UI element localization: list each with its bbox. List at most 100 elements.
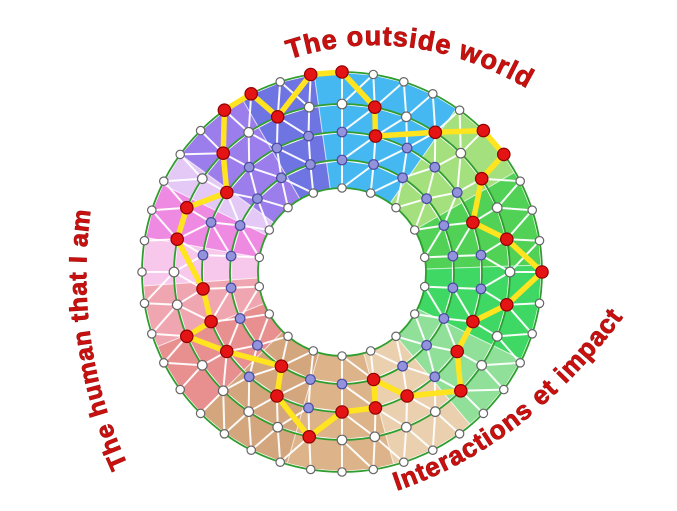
graph-node bbox=[534, 235, 545, 246]
graph-node bbox=[478, 408, 489, 419]
graph-node bbox=[195, 408, 206, 419]
graph-node bbox=[527, 205, 537, 215]
highlight-node bbox=[244, 87, 258, 101]
graph-node bbox=[368, 464, 379, 475]
graph-node bbox=[368, 69, 379, 80]
graph-node bbox=[369, 431, 381, 443]
graph-node bbox=[196, 173, 208, 185]
graph-node bbox=[427, 445, 438, 455]
highlight-node bbox=[274, 359, 289, 373]
highlight-node bbox=[367, 100, 382, 114]
graph-node bbox=[475, 249, 487, 261]
graph-node bbox=[217, 385, 229, 397]
highlight-node bbox=[466, 314, 480, 329]
graph-node bbox=[303, 130, 314, 142]
graph-node bbox=[409, 309, 420, 319]
highlight-node bbox=[180, 200, 194, 215]
graph-node bbox=[175, 384, 185, 395]
graph-node bbox=[225, 282, 237, 294]
graph-node bbox=[504, 266, 516, 278]
graph-node bbox=[401, 142, 413, 154]
graph-node bbox=[447, 250, 459, 262]
highlight-node bbox=[428, 125, 443, 140]
graph-node bbox=[515, 176, 525, 186]
graph-node bbox=[195, 125, 206, 136]
graph-node bbox=[400, 111, 412, 123]
graph-node bbox=[205, 216, 217, 228]
highlight-node bbox=[366, 372, 381, 387]
highlight-node bbox=[476, 123, 491, 138]
graph-node bbox=[251, 193, 263, 205]
graph-node bbox=[498, 384, 509, 395]
graph-node bbox=[243, 161, 255, 173]
graph-node bbox=[491, 330, 503, 342]
graph-node bbox=[271, 142, 283, 154]
highlight-node bbox=[220, 344, 234, 359]
graph-node bbox=[234, 220, 246, 231]
graph-node bbox=[225, 250, 237, 262]
highlight-node bbox=[499, 232, 514, 246]
graph-node bbox=[391, 202, 401, 213]
graph-node bbox=[451, 187, 463, 198]
highlight-node bbox=[204, 314, 218, 329]
graph-node bbox=[254, 281, 265, 292]
graph-node bbox=[336, 98, 348, 110]
graph-node bbox=[243, 126, 255, 138]
graph-node bbox=[139, 235, 150, 246]
highlight-node bbox=[302, 429, 316, 444]
graph-node bbox=[409, 225, 420, 235]
graph-node bbox=[400, 421, 412, 433]
graph-node bbox=[475, 283, 487, 295]
highlight-node bbox=[466, 215, 480, 230]
graph-node bbox=[139, 298, 150, 309]
graph-node bbox=[246, 445, 256, 455]
highlight-node bbox=[196, 282, 210, 296]
highlight-node bbox=[270, 110, 285, 124]
graph-node bbox=[534, 298, 545, 309]
graph-node bbox=[337, 351, 347, 361]
highlight-node bbox=[474, 171, 489, 186]
graph-node bbox=[275, 457, 285, 467]
highlight-node bbox=[535, 265, 549, 279]
graph-node bbox=[454, 105, 465, 115]
highlight-node bbox=[216, 146, 230, 160]
highlight-node bbox=[368, 401, 383, 415]
graph-node bbox=[254, 252, 265, 263]
graph-nodes bbox=[137, 65, 549, 477]
graph-node bbox=[427, 89, 438, 99]
graph-node bbox=[429, 161, 441, 173]
graph-node bbox=[159, 176, 169, 186]
label-human-that-i-am: The human that I am bbox=[64, 207, 133, 474]
highlight-node bbox=[303, 67, 318, 82]
graph-node bbox=[336, 434, 348, 446]
graph-node bbox=[336, 126, 348, 138]
graph-node bbox=[251, 339, 263, 351]
graph-node bbox=[243, 406, 255, 418]
graph-node bbox=[168, 266, 180, 278]
graph-node bbox=[527, 328, 537, 339]
graph-node bbox=[308, 188, 319, 198]
graph-node bbox=[305, 374, 316, 385]
graph-node bbox=[159, 357, 169, 368]
graph-node bbox=[303, 402, 314, 414]
graph-node bbox=[421, 193, 433, 205]
highlight-node bbox=[400, 389, 414, 403]
highlight-node bbox=[496, 147, 511, 162]
graph-node bbox=[336, 378, 348, 390]
graph-node bbox=[303, 101, 315, 113]
highlight-node bbox=[368, 129, 383, 143]
graph-node bbox=[147, 205, 157, 215]
graph-node bbox=[397, 360, 409, 372]
graph-node bbox=[137, 267, 147, 277]
graph-node bbox=[264, 309, 275, 319]
graph-node bbox=[447, 282, 459, 294]
graph-node bbox=[175, 149, 185, 160]
graph-node bbox=[515, 357, 525, 368]
graph-node bbox=[337, 467, 347, 477]
graph-node bbox=[336, 154, 348, 166]
wheel-root bbox=[137, 65, 549, 477]
graph-node bbox=[421, 339, 433, 351]
highlight-path bbox=[174, 69, 545, 440]
highlight-node bbox=[217, 103, 232, 117]
graph-node bbox=[419, 252, 430, 263]
